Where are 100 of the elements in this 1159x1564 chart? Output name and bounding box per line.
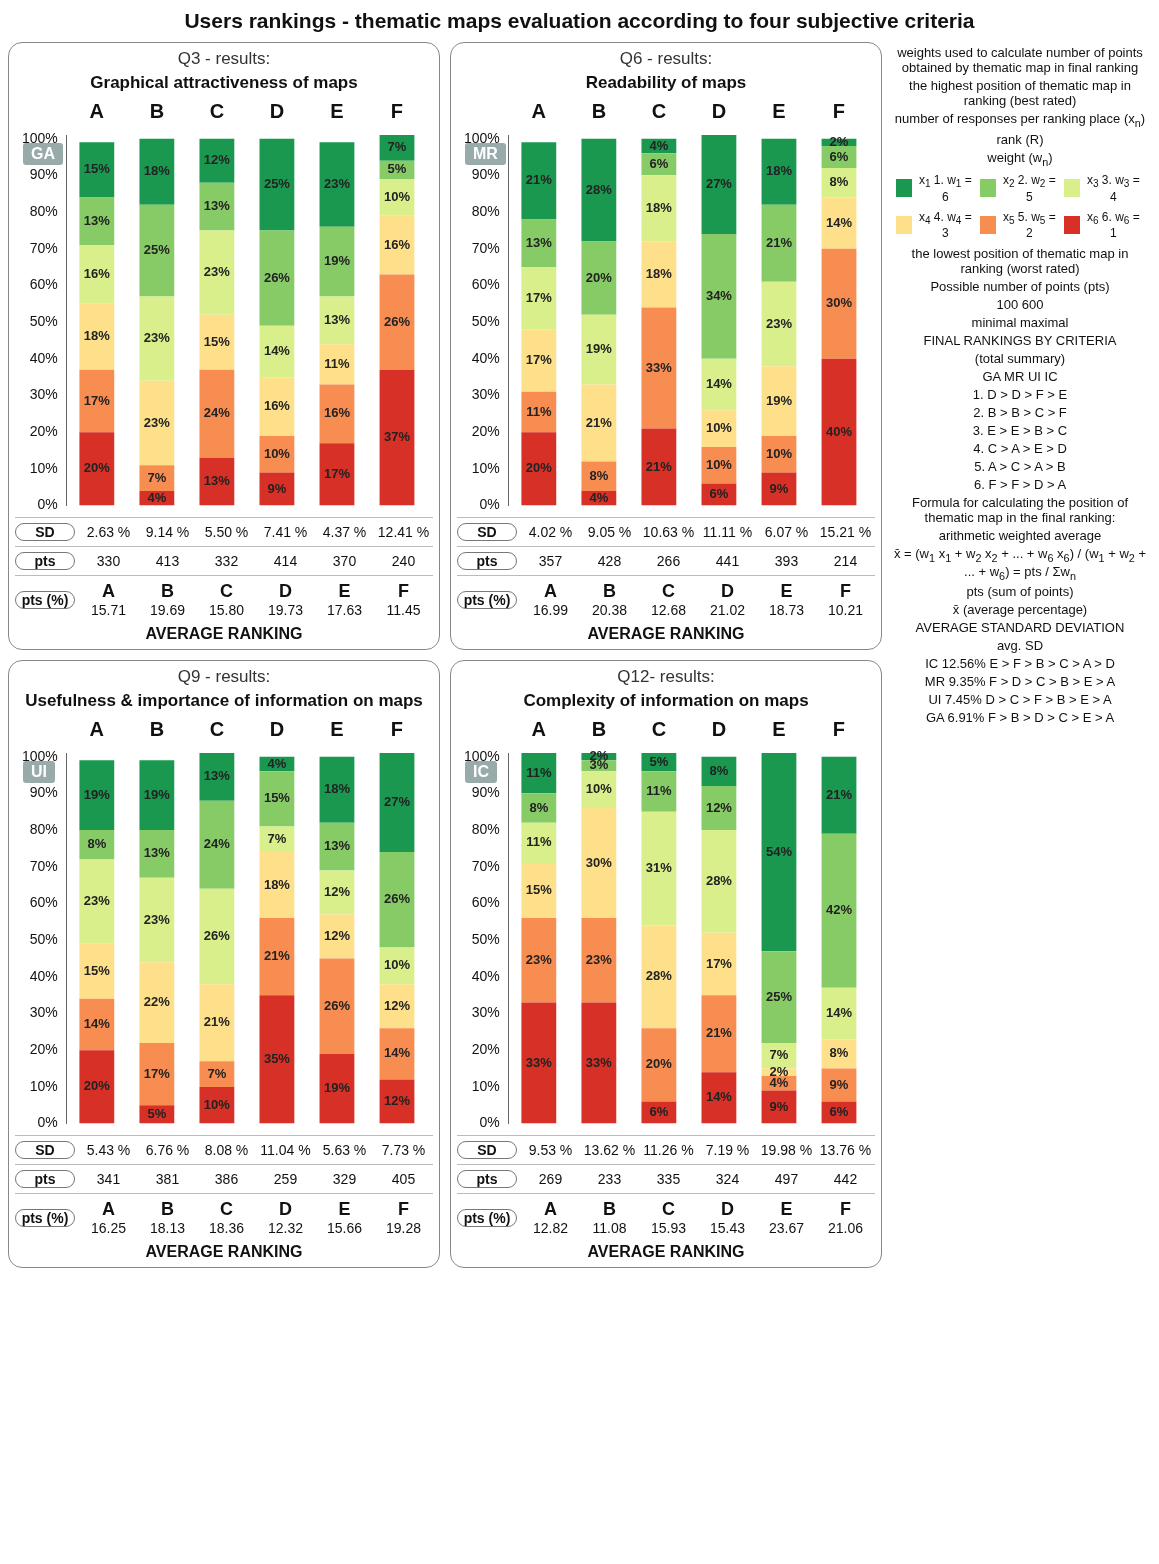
bar <box>319 226 355 297</box>
bar <box>199 800 235 889</box>
data-label: 19% <box>83 786 111 802</box>
text: pts (%) <box>15 590 75 609</box>
bar <box>521 329 557 392</box>
data-label: 24% <box>203 405 231 421</box>
bar <box>79 245 115 304</box>
bar <box>821 358 857 506</box>
chart-title: Q9 - results: <box>176 667 272 687</box>
text: pts <box>457 552 517 570</box>
text: 9.05 % <box>586 524 633 540</box>
category-label: C <box>220 1199 233 1219</box>
text: 370 <box>331 553 358 569</box>
y-axis-title: MR <box>465 143 506 165</box>
data-label: 21% <box>525 172 553 188</box>
chart-title: Q12- results: <box>616 667 716 687</box>
text: 240 <box>390 553 417 569</box>
text: SD <box>457 1141 517 1159</box>
category-label: A <box>102 1199 115 1219</box>
data-label: 15% <box>263 790 291 806</box>
category-label: B <box>161 1199 174 1219</box>
data-label: 25% <box>263 176 291 192</box>
data-label: 7% <box>207 1065 227 1081</box>
text: 441 <box>714 553 741 569</box>
text: x$_{4}$ 4. w$_{4}$ = 3 <box>918 209 972 240</box>
bar <box>379 852 415 948</box>
text: pts <box>457 1170 517 1188</box>
text: 11.11 % <box>701 524 754 540</box>
bar <box>199 753 235 801</box>
data-label: 15% <box>83 161 111 177</box>
y-tick-label: 0% <box>37 1114 58 1131</box>
data-label: 10% <box>765 445 793 461</box>
data-label: 21% <box>263 948 291 964</box>
data-label: 13% <box>203 473 231 489</box>
bar <box>319 958 355 1054</box>
text: 381 <box>154 1171 181 1187</box>
bar <box>199 984 235 1062</box>
data-label: 23% <box>143 414 171 430</box>
data-label: 10% <box>383 188 411 204</box>
data-label: 23% <box>143 911 171 927</box>
text: 100 600 <box>995 296 1045 312</box>
y-tick-label: 80% <box>471 820 500 837</box>
y-tick-label: 60% <box>471 894 500 911</box>
data-label: 26% <box>323 997 351 1013</box>
data-label: 54% <box>765 843 793 859</box>
bar <box>581 241 617 315</box>
text: 20.38 <box>591 602 628 618</box>
text: Formula for calculating the position of thematic map in the final ranking: <box>910 494 1130 525</box>
data-label: 8% <box>529 799 549 815</box>
data-label: 20% <box>645 1056 673 1072</box>
bar <box>79 859 115 944</box>
text: 13.76 % <box>818 1142 873 1158</box>
y-tick-label: 20% <box>29 423 58 440</box>
text: 6.76 % <box>144 1142 191 1158</box>
category-label: D <box>721 1199 734 1219</box>
data-label: 13% <box>83 212 111 228</box>
bar <box>259 995 295 1124</box>
data-label: 31% <box>645 860 673 876</box>
text: 15.66 <box>326 1220 363 1236</box>
text: 4.02 % <box>527 524 574 540</box>
text: 19.98 % <box>759 1142 814 1158</box>
y-tick-label: 50% <box>29 930 58 947</box>
x-tick-label: A <box>531 717 547 740</box>
x-tick-label: C <box>209 99 225 122</box>
bar <box>139 380 175 466</box>
bar <box>259 377 295 436</box>
category-label: C <box>220 581 233 601</box>
data-label: 9% <box>769 1098 789 1114</box>
data-label: 13% <box>323 311 351 327</box>
data-label: 12% <box>383 997 411 1013</box>
data-label: 28% <box>585 181 613 197</box>
data-label: 30% <box>825 295 853 311</box>
data-label: 6% <box>649 155 669 171</box>
data-label: 15% <box>203 333 231 349</box>
bar <box>581 808 617 919</box>
text: 5.43 % <box>85 1142 132 1158</box>
y-tick-label: 100% <box>21 129 58 146</box>
category-label: B <box>603 1199 616 1219</box>
data-label: 16% <box>263 398 291 414</box>
text: 7.41 % <box>262 524 309 540</box>
text: 428 <box>596 553 623 569</box>
category-label: F <box>840 581 851 601</box>
y-tick-label: 20% <box>471 423 500 440</box>
data-label: 26% <box>383 891 411 907</box>
category-label: A <box>544 1199 557 1219</box>
text: 332 <box>213 553 240 569</box>
data-label: 21% <box>203 1014 231 1030</box>
data-label: 27% <box>383 794 411 810</box>
y-tick-label: 70% <box>471 857 500 874</box>
data-label: 18% <box>645 199 673 215</box>
text: 12.82 <box>532 1220 569 1236</box>
data-label: 2% <box>769 1063 789 1079</box>
text: 18.73 <box>768 602 805 618</box>
data-label: 21% <box>705 1025 733 1041</box>
data-label: 14% <box>825 214 853 230</box>
data-label: 7% <box>769 1047 789 1063</box>
data-label: 16% <box>83 266 111 282</box>
data-label: 17% <box>83 392 111 408</box>
data-label: 26% <box>203 928 231 944</box>
y-tick-label: 0% <box>37 496 58 513</box>
